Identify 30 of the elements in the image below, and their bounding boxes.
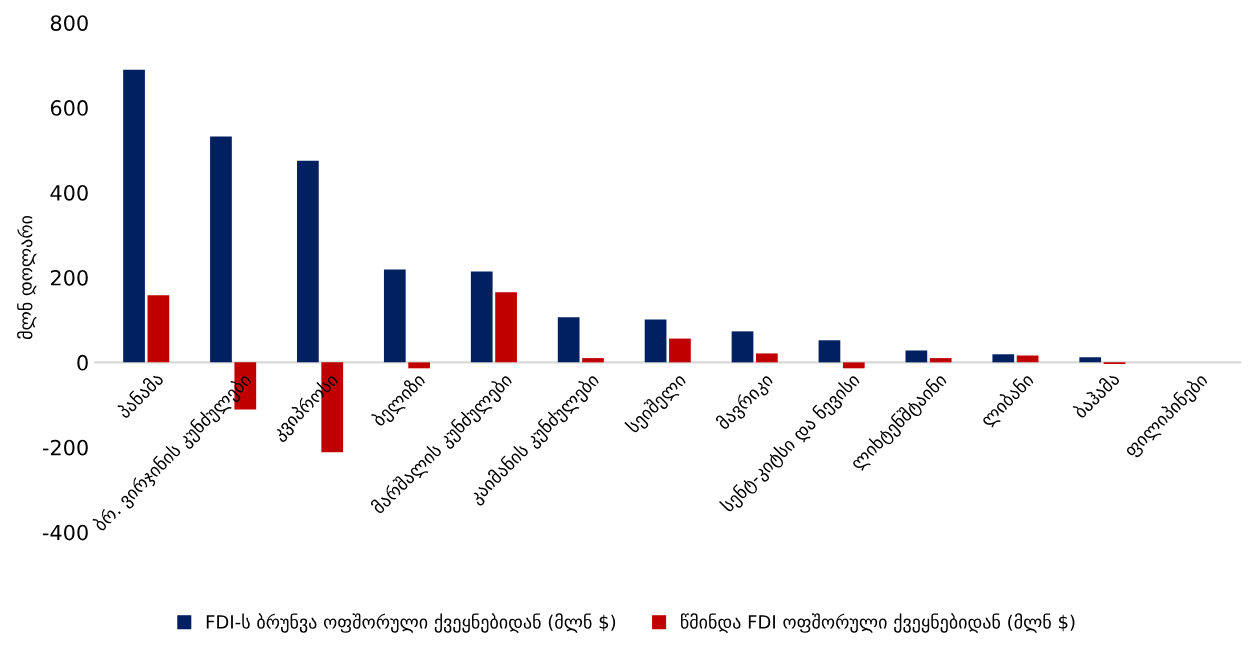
y-tick-label: -400 xyxy=(42,524,88,541)
legend-label: წმინდა FDI ოფშორული ქვეყნებიდან (მლნ $) xyxy=(681,613,1075,633)
y-tick-label: 800 xyxy=(50,15,88,31)
bar xyxy=(383,269,406,363)
y-tick-label: 0 xyxy=(77,354,88,371)
bar xyxy=(731,331,754,363)
bar xyxy=(408,362,431,369)
legend-label: FDI-ს ბრუნვა ოფშორული ქვეყნებიდან (მლნ $) xyxy=(206,613,616,633)
bar xyxy=(929,358,952,363)
bar xyxy=(818,340,841,363)
bar xyxy=(470,271,493,363)
bar xyxy=(905,350,928,363)
bar xyxy=(123,69,145,363)
bar xyxy=(297,160,319,363)
bar xyxy=(210,136,232,363)
bar xyxy=(582,358,604,363)
bar xyxy=(147,295,170,363)
bar xyxy=(557,317,580,363)
bar xyxy=(669,338,691,363)
bar xyxy=(644,319,667,363)
y-tick-label: -200 xyxy=(42,439,88,456)
bar xyxy=(495,292,517,363)
y-tick-label: 200 xyxy=(50,269,88,286)
bar xyxy=(1079,357,1102,363)
bar xyxy=(842,362,865,369)
y-tick-label: 400 xyxy=(50,184,88,201)
bar xyxy=(992,354,1015,363)
y-tick-label: 600 xyxy=(50,100,88,116)
bar xyxy=(755,353,778,363)
y-axis-title: მლნ დოლარი xyxy=(17,215,37,340)
